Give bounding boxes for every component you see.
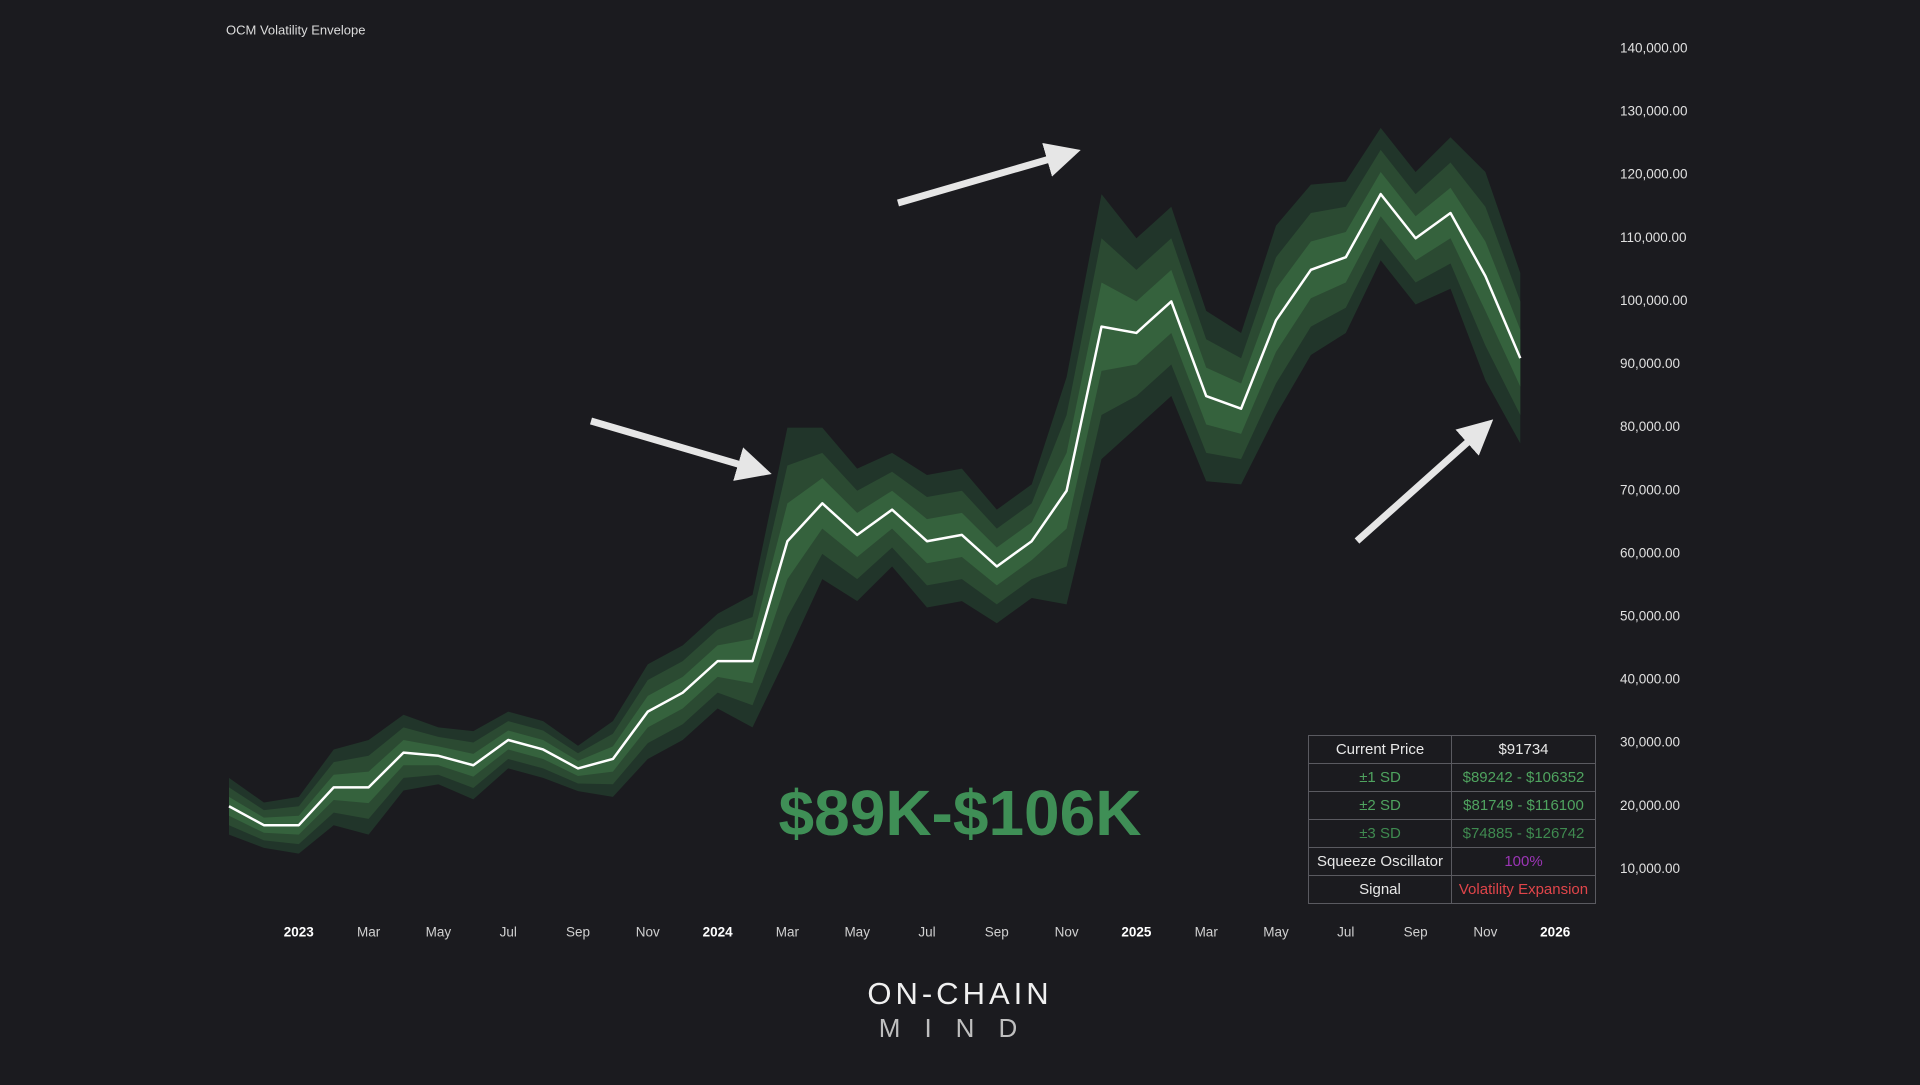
volatility-band — [229, 149, 1521, 845]
table-cell: 100% — [1451, 847, 1596, 876]
y-tick-label: 100,000.00 — [1620, 293, 1688, 308]
x-tick-label: Nov — [636, 925, 660, 940]
x-tick-label: May — [1263, 925, 1289, 940]
arrow — [590, 417, 772, 481]
x-tick-label: 2024 — [703, 925, 734, 940]
table-cell: $89242 - $106352 — [1451, 763, 1596, 792]
x-tick-label: Nov — [1473, 925, 1497, 940]
table-row: Current Price $91734 — [1308, 735, 1596, 764]
table-cell: Current Price — [1308, 735, 1452, 764]
table-cell: ±1 SD — [1308, 763, 1452, 792]
y-tick-label: 50,000.00 — [1620, 609, 1680, 624]
arrow — [897, 142, 1081, 207]
x-tick-label: Jul — [918, 925, 935, 940]
arrow — [1354, 419, 1494, 544]
y-tick-label: 10,000.00 — [1620, 861, 1680, 876]
x-tick-label: Sep — [1404, 925, 1428, 940]
table-row: Signal Volatility Expansion — [1308, 875, 1596, 904]
x-tick-label: Sep — [985, 925, 1009, 940]
y-tick-label: 110,000.00 — [1620, 230, 1687, 245]
table-row: Squeeze Oscillator 100% — [1308, 847, 1596, 876]
y-tick-label: 60,000.00 — [1620, 545, 1680, 560]
table-row: ±2 SD $81749 - $116100 — [1308, 791, 1596, 820]
x-tick-label: Jul — [500, 925, 517, 940]
table-cell: Squeeze Oscillator — [1308, 847, 1452, 876]
volatility-band — [229, 172, 1521, 835]
y-tick-label: 80,000.00 — [1620, 419, 1680, 434]
x-tick-label: Nov — [1055, 925, 1079, 940]
x-tick-label: Mar — [776, 925, 800, 940]
table-cell: Signal — [1308, 875, 1452, 904]
y-tick-label: 140,000.00 — [1620, 41, 1688, 56]
table-row: ±1 SD $89242 - $106352 — [1308, 763, 1596, 792]
table-cell: ±2 SD — [1308, 791, 1452, 820]
y-tick-label: 70,000.00 — [1620, 482, 1680, 497]
y-tick-label: 120,000.00 — [1620, 167, 1688, 182]
x-tick-label: May — [844, 925, 870, 940]
x-tick-label: Mar — [1195, 925, 1219, 940]
y-tick-label: 30,000.00 — [1620, 735, 1680, 750]
x-tick-label: Jul — [1337, 925, 1354, 940]
y-tick-label: 40,000.00 — [1620, 672, 1680, 687]
plot — [228, 127, 1522, 854]
brand-line2: MIND — [879, 1013, 1041, 1043]
table-row: ±3 SD $74885 - $126742 — [1308, 819, 1596, 848]
x-tick-label: Sep — [566, 925, 590, 940]
chart-title: OCM Volatility Envelope — [226, 22, 365, 37]
x-tick-label: May — [426, 925, 452, 940]
brand-line1: ON-CHAIN — [867, 976, 1052, 1011]
stats-table: Current Price $91734 ±1 SD $89242 - $106352… — [1308, 735, 1596, 904]
x-tick-label: 2026 — [1540, 925, 1571, 940]
table-cell: $91734 — [1451, 735, 1596, 764]
y-tick-label: 20,000.00 — [1620, 798, 1680, 813]
table-cell: Volatility Expansion — [1451, 875, 1596, 904]
table-cell: ±3 SD — [1308, 819, 1452, 848]
table-cell: $81749 - $116100 — [1451, 791, 1596, 820]
table-cell: $74885 - $126742 — [1451, 819, 1596, 848]
range-annotation: $89K-$106K — [779, 777, 1142, 849]
y-tick-label: 90,000.00 — [1620, 356, 1680, 371]
x-tick-label: 2025 — [1121, 925, 1152, 940]
price-line — [228, 192, 1522, 827]
y-tick-label: 130,000.00 — [1620, 104, 1688, 119]
x-tick-label: Mar — [357, 925, 381, 940]
x-tick-label: 2023 — [284, 925, 315, 940]
